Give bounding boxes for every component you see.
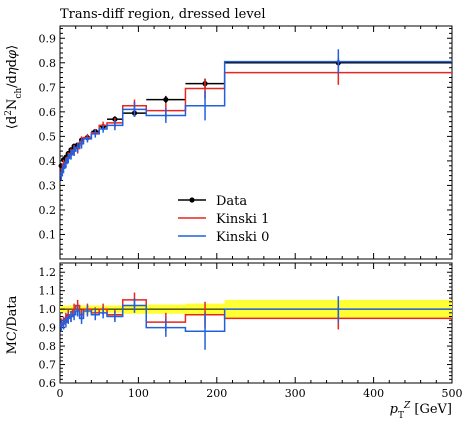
legend-item-kinski-0: Kinski 0 (178, 230, 269, 245)
y-tick-label: 0.8 (39, 57, 57, 70)
y-tick-label: 0.3 (39, 179, 57, 192)
y-tick-label: 0.8 (39, 340, 57, 353)
chart-title: Trans-diff region, dressed level (60, 7, 266, 22)
ratio-series-layer (60, 292, 452, 350)
y-tick-label: 0.9 (39, 32, 57, 45)
x-tick-label: 400 (363, 387, 384, 400)
x-tick-label: 0 (57, 387, 64, 400)
x-tick-label: 100 (128, 387, 149, 400)
ratio-plot-frame (59, 262, 453, 384)
main-axis-ticks: 0.1 0.2 0.3 0.4 0.5 0.6 0.7 0.8 0.9 (39, 26, 453, 259)
ratio-panel: 0.6 0.7 0.8 0.9 1.0 1.1 1.2 0 100 200 300 400 500 MC… (5, 262, 463, 400)
main-plot-frame (59, 25, 453, 260)
y-tick-label: 1.1 (39, 285, 57, 298)
legend-item-data: Data (178, 194, 247, 209)
y-tick-label: 0.4 (39, 155, 57, 168)
legend-label-data: Data (216, 194, 247, 209)
y-tick-label: 1.2 (39, 266, 57, 279)
kinski-1-histogram (60, 71, 452, 174)
ratio-y-axis-label: MC/Data (5, 295, 20, 354)
kinski-0-histogram (60, 304, 452, 333)
legend-item-kinski-1: Kinski 1 (178, 212, 269, 227)
y-tick-label: 0.2 (39, 204, 57, 217)
x-tick-label: 300 (285, 387, 306, 400)
y-tick-label: 0.9 (39, 322, 57, 335)
ratio-axis-ticks: 0.6 0.7 0.8 0.9 1.0 1.1 1.2 0 100 200 300 400 500 (39, 263, 463, 400)
y-tick-label: 0.7 (39, 359, 57, 372)
y-tick-label: 0.1 (39, 228, 57, 241)
data-point (163, 96, 169, 103)
x-axis-label: pTZ [GeV] (390, 401, 452, 421)
x-tick-label: 200 (206, 387, 227, 400)
y-tick-label: 0.5 (39, 130, 57, 143)
y-tick-label: 0.6 (39, 106, 57, 119)
y-tick-label: 0.6 (39, 377, 57, 390)
legend: Data Kinski 1 Kinski 0 (178, 194, 269, 245)
legend-label-kinski-1: Kinski 1 (216, 212, 269, 227)
main-panel: 0.1 0.2 0.3 0.4 0.5 0.6 0.7 0.8 0.9 ⟨d2Nch/dηdφ⟩ (4, 25, 453, 260)
main-series-layer (58, 49, 452, 181)
kinski-0-histogram (60, 60, 452, 177)
main-y-axis-label: ⟨d2Nch/dηdφ⟩ (4, 45, 24, 129)
y-tick-label: 0.7 (39, 81, 57, 94)
legend-label-kinski-0: Kinski 0 (216, 230, 269, 245)
y-tick-label: 1.0 (39, 303, 57, 316)
x-tick-label: 500 (442, 387, 463, 400)
